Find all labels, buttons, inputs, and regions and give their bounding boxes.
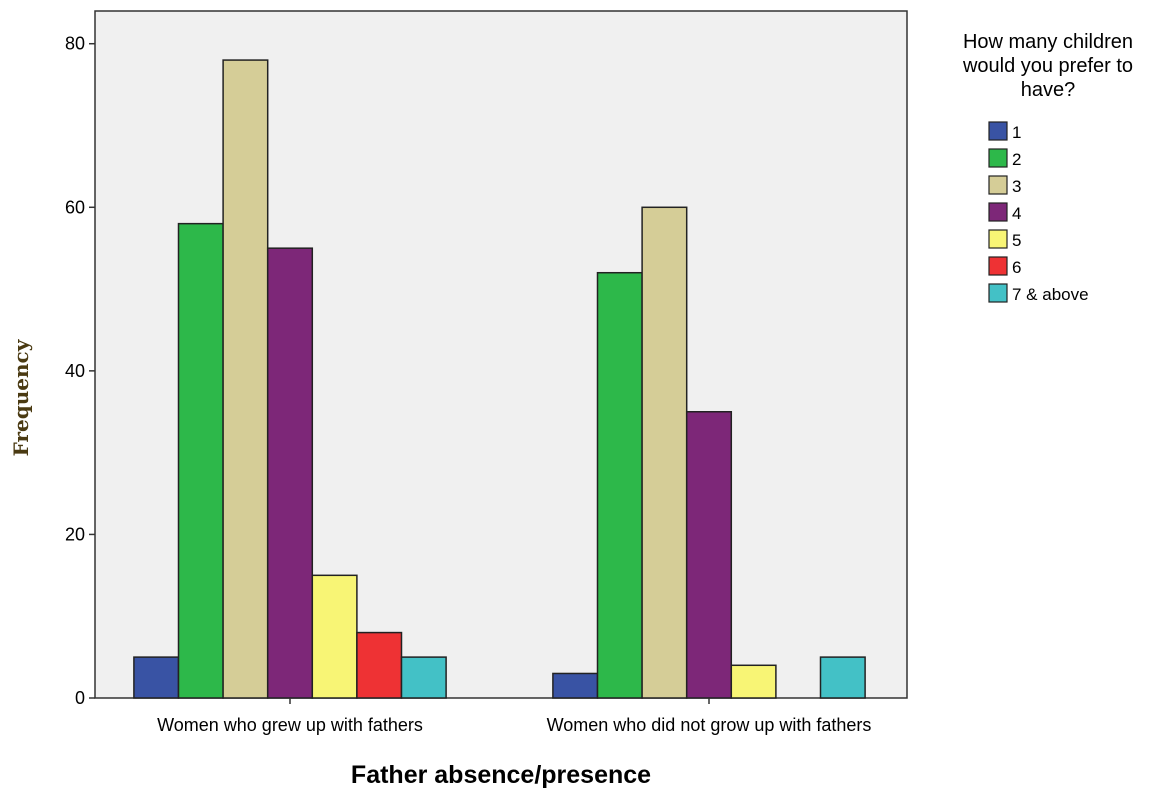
legend-swatch bbox=[988, 229, 1008, 249]
y-axis-title: Frequency bbox=[9, 338, 33, 456]
legend: How many children would you prefer to ha… bbox=[962, 31, 1133, 304]
legend-label: 7 & above bbox=[1012, 285, 1089, 304]
legend-swatch bbox=[988, 202, 1008, 222]
bar-2-series-1 bbox=[552, 672, 599, 699]
y-tick-label: 80 bbox=[65, 34, 85, 54]
bar-1-series-3 bbox=[222, 59, 269, 699]
bars-group bbox=[133, 59, 866, 699]
bar-2-series-5 bbox=[730, 664, 777, 699]
legend-swatch bbox=[988, 148, 1008, 168]
x-axis: Women who grew up with fathers Women who … bbox=[157, 698, 871, 735]
bar-1-series-2 bbox=[177, 222, 224, 699]
legend-label: 5 bbox=[1012, 231, 1021, 250]
y-tick-label: 20 bbox=[65, 524, 85, 544]
bar-2-series-3 bbox=[641, 206, 688, 699]
legend-title-line-1: How many children bbox=[963, 31, 1133, 53]
legend-swatch bbox=[988, 283, 1008, 303]
x-category-label: Women who grew up with fathers bbox=[157, 715, 423, 735]
bar-2-series-7 bbox=[819, 656, 866, 699]
legend-title-line-3: have? bbox=[1021, 79, 1076, 101]
bar-1-series-5 bbox=[311, 574, 358, 699]
legend-label: 1 bbox=[1012, 123, 1021, 142]
legend-label: 4 bbox=[1012, 204, 1021, 223]
y-tick-label: 0 bbox=[75, 688, 85, 708]
bar-1-series-7 bbox=[400, 656, 447, 699]
y-axis: 0 20 40 60 80 bbox=[65, 34, 95, 708]
bar-1-series-4 bbox=[266, 247, 314, 699]
legend-swatch bbox=[988, 121, 1008, 141]
bar-2-series-2 bbox=[596, 271, 643, 699]
bar-1-series-1 bbox=[133, 656, 180, 699]
legend-swatch bbox=[988, 256, 1008, 276]
y-tick-label: 60 bbox=[65, 197, 85, 217]
bar-1-series-6 bbox=[356, 631, 403, 699]
x-category-label: Women who did not grow up with fathers bbox=[547, 715, 872, 735]
legend-swatch bbox=[988, 175, 1008, 195]
bar-2-series-4 bbox=[685, 411, 733, 699]
legend-items: 1 2 3 4 5 6 7 & above bbox=[988, 121, 1089, 304]
x-axis-title: Father absence/presence bbox=[351, 761, 651, 789]
legend-label: 2 bbox=[1012, 150, 1021, 169]
legend-title-line-2: would you prefer to bbox=[962, 55, 1133, 77]
y-tick-label: 40 bbox=[65, 361, 85, 381]
legend-label: 6 bbox=[1012, 258, 1021, 277]
legend-label: 3 bbox=[1012, 177, 1021, 196]
